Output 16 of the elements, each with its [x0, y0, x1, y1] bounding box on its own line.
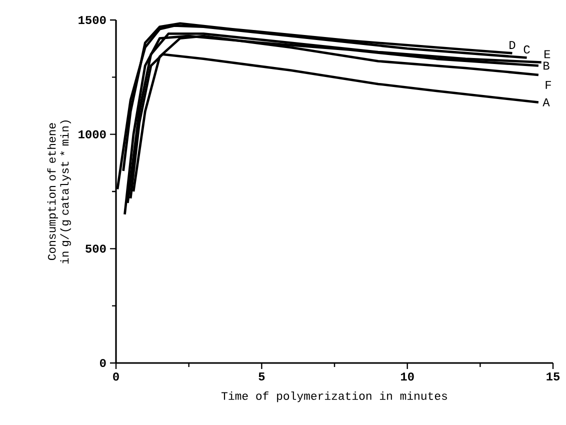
series-label: E — [544, 50, 550, 58]
series-label: B — [544, 62, 550, 70]
y-axis-title: Consumption of ethene in g/(g catalyst * min) — [47, 120, 71, 264]
series-label: F — [546, 80, 551, 89]
y-tick-label: 500 — [86, 244, 106, 253]
series-label: A — [542, 98, 550, 106]
series-label: C — [524, 45, 530, 54]
x-axis-title: Time of polymerization in minutes — [221, 391, 447, 402]
y-tick-label: 0 — [100, 358, 106, 368]
x-tick-label: 5 — [258, 372, 265, 381]
x-tick-label: 10 — [400, 372, 414, 381]
series-label: D — [510, 41, 516, 49]
y-tick-label: 1000 — [78, 130, 106, 138]
x-tick-label: 0 — [113, 372, 119, 381]
x-tick-label: 15 — [546, 372, 560, 381]
y-tick-label: 1500 — [78, 16, 106, 24]
